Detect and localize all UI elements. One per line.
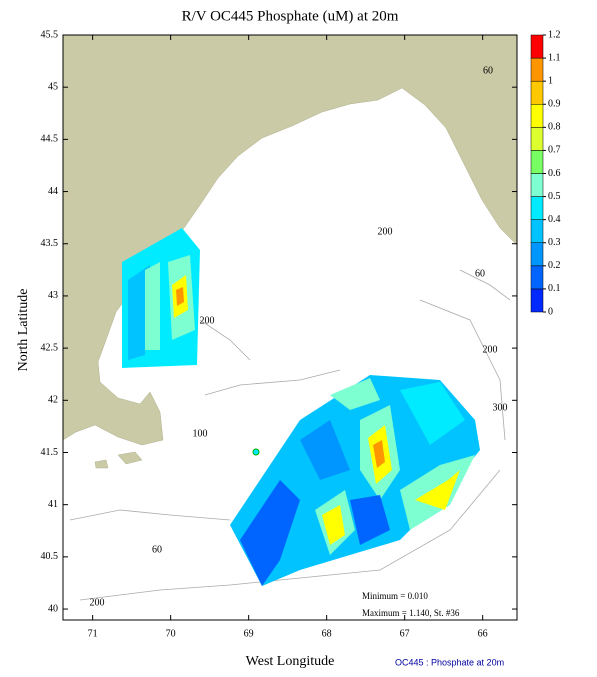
colorbar-tick-label: 0.7 — [548, 145, 561, 156]
depth-contour — [459, 269, 511, 301]
y-tick-label: 40.5 — [41, 551, 59, 562]
y-tick-label: 42.5 — [41, 342, 59, 353]
contour-label: 200 — [200, 315, 215, 326]
colorbar-tick-label: 0.4 — [548, 214, 561, 225]
phosphate-patch — [350, 495, 390, 545]
y-tick-label: 44 — [48, 186, 58, 197]
colorbar-tick-label: 0 — [548, 306, 553, 317]
y-tick-label: 44.5 — [41, 134, 59, 145]
phosphate-patch — [322, 505, 345, 545]
colorbar-tick-label: 0.9 — [548, 99, 561, 110]
phosphate-patch — [330, 378, 380, 410]
colorbar-band — [530, 265, 544, 290]
station-marker — [252, 448, 260, 456]
colorbar-band — [530, 34, 544, 59]
minimum-note: Minimum = 0.010 — [362, 591, 428, 601]
colorbar-band — [530, 242, 544, 267]
colorbar-tick-label: 1.1 — [548, 52, 561, 63]
colorbar-band — [530, 196, 544, 220]
plot-frame — [62, 34, 518, 621]
colorbar-band — [530, 150, 544, 174]
phosphate-patch — [300, 420, 350, 480]
x-axis-label: West Longitude — [246, 654, 335, 669]
colorbar-band — [530, 57, 544, 82]
colorbar-tick-label: 1 — [548, 75, 553, 86]
colorbar-band — [530, 80, 544, 105]
land — [94, 459, 109, 469]
colorbar-tick-label: 0.6 — [548, 168, 561, 179]
depth-contour — [79, 469, 501, 601]
depth-contour — [69, 509, 231, 521]
contour-label: 300 — [493, 402, 508, 413]
y-tick-label: 43 — [48, 290, 58, 301]
layers — [62, 34, 518, 601]
y-tick-label: 45 — [48, 81, 58, 92]
phosphate-patch — [373, 440, 385, 468]
phosphate-patch — [230, 375, 480, 586]
maximum-note: Maximum = 1.140, St. #36 — [362, 608, 460, 618]
colorbar-band — [530, 288, 544, 313]
y-axis-label: North Latitude — [16, 289, 31, 372]
contour-label: 200 — [483, 344, 498, 355]
y-tick-label: 42 — [48, 395, 58, 406]
colorbar-band — [530, 104, 544, 128]
contour-label: 100 — [193, 428, 208, 439]
contour-label: 60 — [475, 268, 485, 279]
colorbar-band — [530, 219, 544, 244]
y-tick-label: 40 — [48, 603, 58, 614]
x-tick-label: 68 — [322, 628, 332, 639]
contour-label: 60 — [483, 65, 493, 76]
x-tick-label: 70 — [166, 628, 176, 639]
contour-label: 200 — [90, 597, 105, 608]
colorbar-tick-label: 0.3 — [548, 237, 561, 248]
colorbar-band — [530, 127, 544, 151]
depth-contour — [419, 299, 506, 441]
phosphate-patch — [240, 480, 300, 586]
y-tick-label: 41 — [48, 499, 58, 510]
colorbar-tick-label: 0.5 — [548, 191, 561, 202]
depth-contour — [199, 319, 251, 361]
x-tick-label: 69 — [244, 628, 254, 639]
phosphate-patch — [400, 382, 465, 445]
phosphate-patch — [176, 287, 184, 306]
colorbar-tick-label: 0.2 — [548, 260, 561, 271]
depth-contour — [204, 369, 341, 396]
map-title: R/V OC445 Phosphate (uM) at 20m — [182, 8, 399, 24]
land — [117, 451, 143, 465]
phosphate-patch — [145, 262, 160, 350]
colorbar-tick-label: 0.8 — [548, 122, 561, 133]
y-tick-label: 45.5 — [41, 29, 59, 40]
x-tick-label: 67 — [400, 628, 410, 639]
y-tick-label: 41.5 — [41, 447, 59, 458]
phosphate-patch — [415, 470, 460, 510]
contour-label: 200 — [378, 226, 393, 237]
contour-label: 60 — [152, 544, 162, 555]
colorbar-band — [530, 173, 544, 197]
colorbar-tick-label: 0.1 — [548, 283, 561, 294]
x-tick-label: 66 — [478, 628, 488, 639]
y-tick-label: 43.5 — [41, 238, 59, 249]
x-tick-label: 71 — [88, 628, 98, 639]
phosphate-patch — [128, 265, 150, 360]
colorbar-tick-label: 1.2 — [548, 29, 561, 40]
footer: OC445 : Phosphate at 20m — [395, 657, 504, 667]
